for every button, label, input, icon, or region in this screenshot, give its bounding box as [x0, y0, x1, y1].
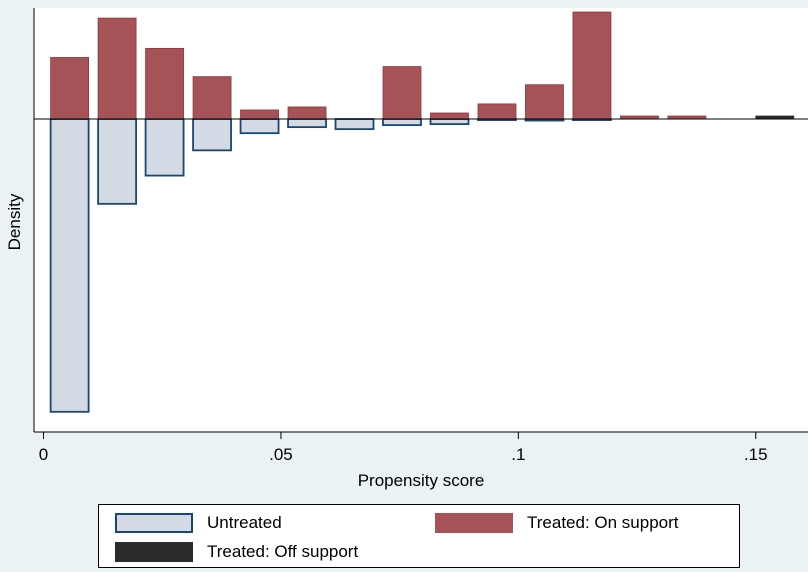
bar-treated-on-support-2	[145, 47, 184, 120]
legend-label-untreated: Untreated	[207, 513, 282, 532]
legend: Untreated Treated: On support Treated: O…	[98, 504, 740, 568]
bar-untreated-0	[49, 118, 90, 413]
bar-treated-on-support-6	[382, 66, 422, 120]
bar-treated-on-support-9	[525, 84, 564, 120]
x-axis-ticks: 0 .05 .1 .15	[39, 432, 768, 464]
bar-untreated-8	[429, 118, 470, 125]
legend-swatch-treated-off-support	[115, 542, 193, 562]
bar-untreated-2	[144, 118, 185, 177]
x-tick-label-1: .05	[269, 445, 293, 464]
bar-untreated-7	[382, 118, 422, 127]
bar-treated-on-support-0	[50, 57, 90, 120]
x-tick-label-0: 0	[39, 445, 48, 464]
legend-swatch-treated-on-support	[435, 513, 513, 533]
y-axis-title: Density	[5, 193, 24, 250]
bar-treated-on-support-3	[192, 76, 232, 120]
bar-treated-on-support-8	[477, 103, 517, 120]
legend-item-treated-on-support: Treated: On support	[435, 513, 679, 533]
bar-untreated-1	[97, 118, 137, 205]
bar-treated-on-support-5	[287, 106, 327, 120]
bar-treated-on-support-4	[240, 109, 279, 120]
x-tick-label-2: .1	[511, 445, 525, 464]
x-axis-title: Propensity score	[358, 471, 485, 490]
bar-untreated-3	[192, 118, 232, 152]
bar-treated-on-support-10	[572, 11, 612, 120]
bar-untreated-5	[287, 118, 327, 129]
legend-label-treated-on-support: Treated: On support	[527, 513, 679, 532]
histogram-chart: 0 .05 .1 .15 Propensity score Density	[5, 8, 808, 490]
legend-swatch-untreated	[115, 513, 193, 533]
x-tick-label-3: .15	[744, 445, 768, 464]
bar-untreated-6	[334, 118, 375, 131]
bar-treated-on-support-7	[430, 112, 469, 120]
bar-untreated-4	[239, 118, 280, 135]
legend-item-untreated: Untreated	[115, 513, 282, 533]
bar-treated-on-support-1	[97, 17, 137, 120]
legend-label-treated-off-support: Treated: Off support	[207, 542, 359, 561]
legend-item-treated-off-support: Treated: Off support	[115, 542, 358, 562]
